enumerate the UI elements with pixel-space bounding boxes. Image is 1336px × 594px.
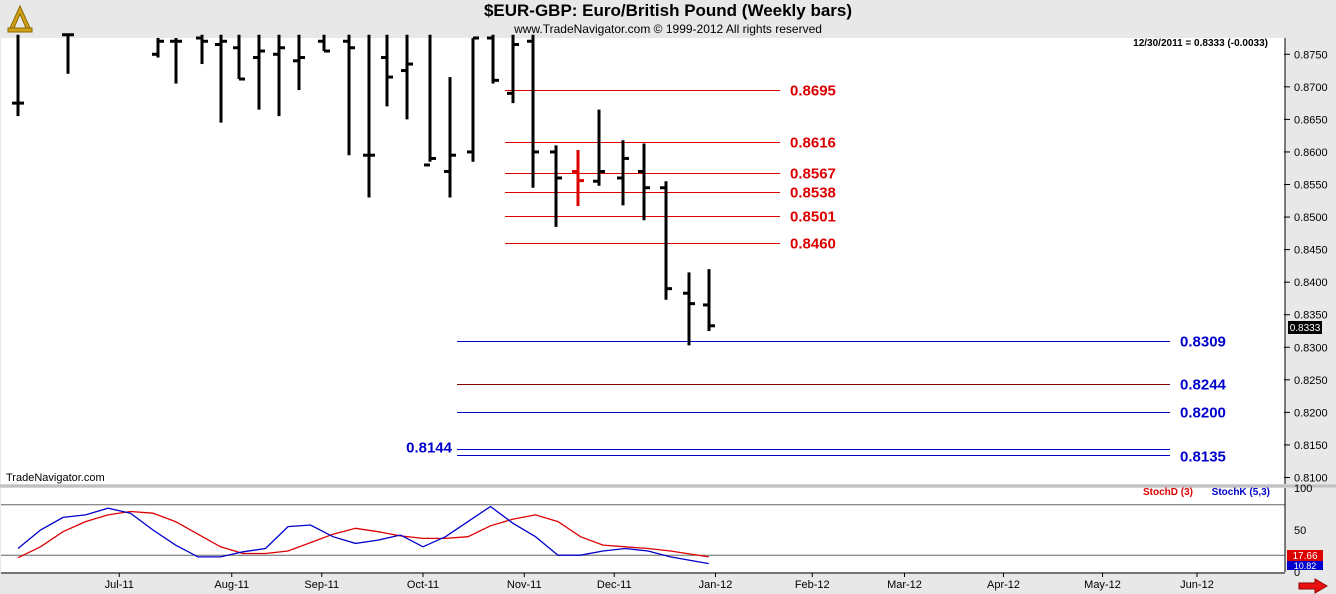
svg-text:17.66: 17.66 — [1292, 551, 1317, 562]
time-axis: Jul-11 Aug-11 Sep-11 Oct-11 Nov-11 Dec-11 Jan-… — [1, 572, 1285, 591]
level-label: 0.8616 — [790, 135, 836, 152]
price-tick-label: 0.8100 — [1294, 472, 1328, 484]
ohlc-bar — [527, 34, 539, 188]
svg-text:0.8333: 0.8333 — [1290, 323, 1321, 334]
ohlc-bar — [233, 34, 245, 81]
price-tick-label: 0.8200 — [1294, 407, 1328, 419]
price-tick-label: 0.8750 — [1294, 49, 1328, 61]
ohlc-bar — [617, 140, 629, 206]
time-tick-label: Apr-12 — [987, 579, 1020, 591]
svg-text:10.82: 10.82 — [1294, 561, 1317, 571]
level-label: 0.8135 — [1180, 449, 1226, 466]
price-tick-label: 0.8650 — [1294, 114, 1328, 126]
ohlc-bar — [381, 34, 393, 107]
ohlc-bar — [550, 145, 562, 227]
ohlc-bar — [593, 109, 605, 186]
ohlc-bar — [152, 38, 164, 58]
time-tick-label: Sep-11 — [304, 579, 339, 591]
time-tick-label: May-12 — [1084, 579, 1121, 591]
level-label: 0.8460 — [790, 236, 836, 253]
ohlc-bar — [253, 34, 265, 110]
price-tag: 0.8333 — [1288, 321, 1322, 334]
ohlc-bar — [424, 34, 436, 167]
ohlc-bar — [363, 34, 375, 198]
stoch-tag: 10.82 17.66 — [1287, 550, 1323, 571]
time-tick-label: Nov-11 — [507, 579, 542, 591]
price-tick-label: 0.8250 — [1294, 375, 1328, 387]
level-label: 0.8200 — [1180, 405, 1226, 422]
ohlc-bar — [273, 34, 285, 117]
ohlc-bar — [12, 34, 24, 117]
level-label: 0.8567 — [790, 166, 836, 183]
red-right-arrow-icon[interactable] — [1298, 578, 1328, 594]
price-tick-label: 0.8700 — [1294, 82, 1328, 94]
ohlc-bar — [343, 34, 355, 156]
ohlc-bar — [318, 34, 330, 53]
ohlc-bar — [660, 181, 672, 300]
price-panel — [1, 38, 1285, 484]
level-label: 0.8309 — [1180, 334, 1226, 351]
level-label: 0.8144 — [406, 440, 453, 457]
level-label: 0.8244 — [1180, 377, 1227, 394]
logo-icon — [7, 4, 33, 33]
time-tick-label: Dec-11 — [597, 579, 632, 591]
ohlc-bar — [638, 143, 650, 221]
watermark-label: TradeNavigator.com — [6, 472, 105, 484]
time-tick-label: Jan-12 — [699, 579, 733, 591]
chart-title: $EUR-GBP: Euro/British Pound (Weekly bar… — [483, 1, 853, 20]
price-tick-label: 0.8600 — [1294, 147, 1328, 159]
legend-stoch-k: StochK (5,3) — [1212, 487, 1270, 498]
stoch-k-line — [17, 505, 709, 565]
time-tick-label: Feb-12 — [795, 579, 830, 591]
ohlc-bar — [467, 36, 479, 162]
ohlc-bar — [703, 269, 715, 331]
time-tick-label: Jun-12 — [1180, 579, 1214, 591]
ohlc-bar — [444, 77, 456, 198]
copyright-text: www.TradeNavigator.com © 1999-2012 All r… — [514, 22, 822, 36]
price-tick-label: 0.8300 — [1294, 342, 1328, 354]
ohlc-bar — [196, 34, 208, 65]
level-label: 0.8538 — [790, 185, 836, 202]
price-tick-label: 0.8450 — [1294, 245, 1328, 257]
time-tick-label: Mar-12 — [887, 579, 922, 591]
stochastic-panel: 100 50 0 StochD (3) StochK (5,3) — [1, 483, 1312, 579]
ohlc-bar — [487, 34, 499, 84]
price-tick-label: 0.8150 — [1294, 440, 1328, 452]
ohlc-bar — [215, 34, 227, 123]
price-tick-label: 0.8550 — [1294, 179, 1328, 191]
price-axis: 0.8750 0.8700 0.8650 0.8600 0.8550 0.8500 0.84… — [1284, 38, 1328, 484]
stoch-d-line — [17, 510, 709, 559]
time-tick-label: Jul-11 — [105, 579, 134, 591]
legend-stoch-d: StochD (3) — [1143, 487, 1193, 498]
ohlc-bar — [572, 149, 584, 206]
stoch-tick-label: 0 — [1294, 567, 1300, 579]
time-tick-label: Oct-11 — [407, 579, 439, 591]
ohlc-bar — [170, 38, 182, 84]
ohlc-bar — [507, 34, 519, 104]
stoch-tick-label: 50 — [1294, 525, 1306, 537]
level-label: 0.8695 — [790, 83, 836, 100]
stoch-panel — [1, 488, 1285, 572]
price-bars — [12, 33, 715, 346]
ohlc-bar — [401, 34, 413, 120]
last-quote-label: 12/30/2011 = 0.8333 (-0.0033) — [1133, 38, 1268, 49]
ohlc-bar — [683, 272, 695, 346]
price-tick-label: 0.8400 — [1294, 277, 1328, 289]
ohlc-bar — [62, 33, 74, 74]
stoch-tick-label: 100 — [1294, 483, 1312, 495]
time-tick-label: Aug-11 — [214, 579, 249, 591]
level-lines: 0.8695 0.8616 0.8567 0.8538 0.8501 0.8460 0.83… — [406, 83, 1226, 466]
level-label: 0.8501 — [790, 209, 836, 226]
ohlc-bar — [293, 34, 305, 91]
price-tick-label: 0.8500 — [1294, 212, 1328, 224]
price-tick-label: 0.8350 — [1294, 310, 1328, 322]
